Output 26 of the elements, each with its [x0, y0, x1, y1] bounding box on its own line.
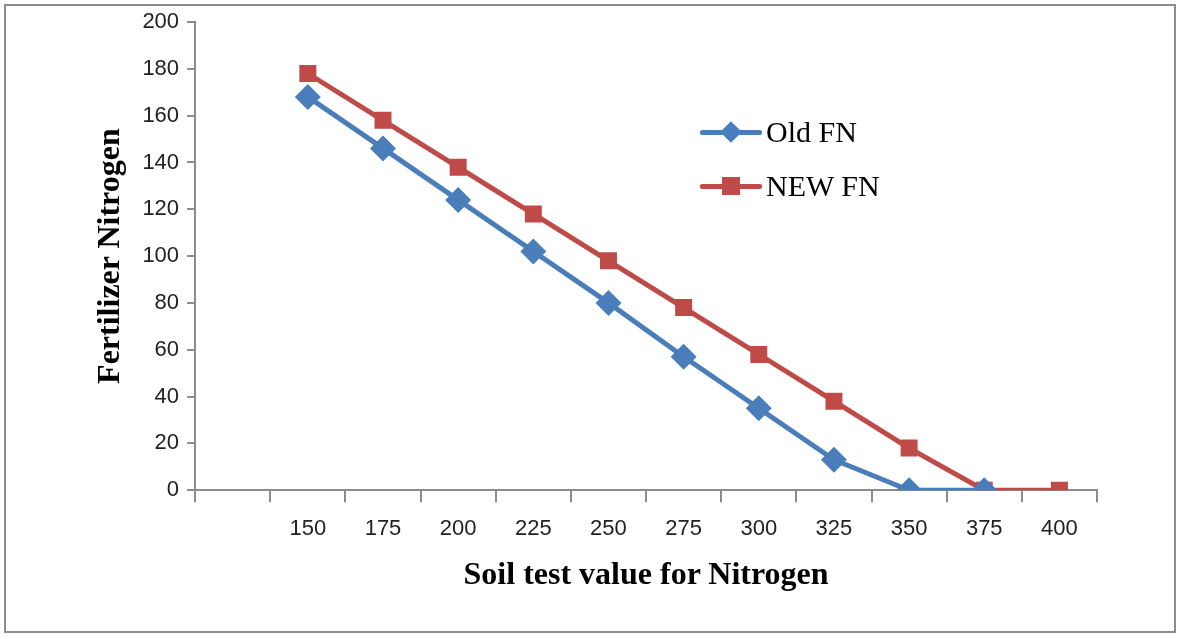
x-tick-label: 175: [364, 515, 402, 541]
y-tick-label: 0: [166, 476, 180, 502]
y-tick-label: 80: [154, 288, 180, 314]
y-tick-label: 140: [142, 148, 180, 174]
x-tick-label: 225: [514, 515, 552, 541]
x-tick-label: 275: [665, 515, 702, 541]
y-tick-label: 60: [154, 335, 180, 361]
x-tick-label: 375: [965, 515, 1003, 541]
legend-label: NEW FN: [766, 169, 880, 203]
y-axis-title: Fertilizer Nitrogen: [90, 128, 127, 384]
y-tick-label: 100: [142, 242, 180, 268]
y-tick-label: 120: [142, 195, 180, 221]
y-tick-label: 180: [142, 54, 180, 80]
y-tick-label: 200: [142, 8, 180, 34]
x-tick-label: 200: [439, 515, 477, 541]
x-tick-label: 350: [890, 515, 928, 541]
x-tick-label: 325: [815, 515, 853, 541]
x-axis-title: Soil test value for Nitrogen: [463, 555, 829, 592]
x-tick-label: 400: [1041, 515, 1078, 541]
y-tick-label: 160: [142, 101, 180, 127]
x-tick-label: 150: [289, 515, 327, 541]
x-tick-label: 300: [740, 515, 778, 541]
y-tick-label: 40: [154, 382, 180, 408]
x-tick-label: 250: [590, 515, 627, 541]
legend-label: Old FN: [766, 115, 857, 149]
y-tick-label: 20: [154, 429, 180, 455]
